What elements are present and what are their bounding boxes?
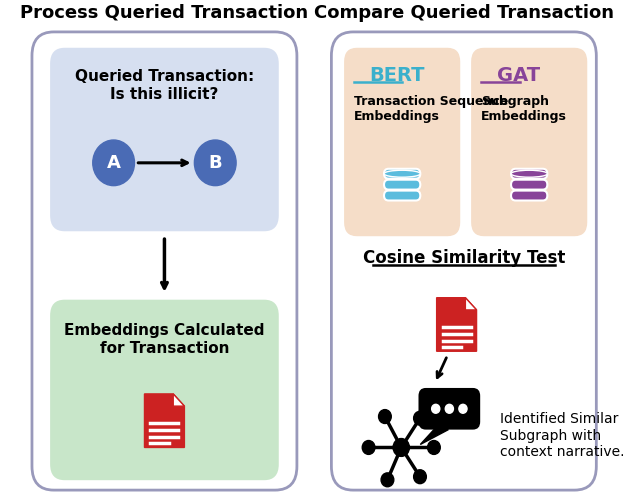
- Circle shape: [459, 404, 467, 413]
- Text: Embeddings Calculated
for Transaction: Embeddings Calculated for Transaction: [64, 323, 265, 356]
- FancyBboxPatch shape: [332, 32, 596, 490]
- Circle shape: [413, 470, 426, 484]
- Polygon shape: [173, 394, 184, 406]
- FancyBboxPatch shape: [50, 300, 279, 480]
- Circle shape: [93, 140, 134, 186]
- Text: Cosine Similarity Test: Cosine Similarity Test: [363, 249, 565, 267]
- FancyBboxPatch shape: [384, 180, 420, 190]
- Circle shape: [393, 439, 410, 456]
- Text: BERT: BERT: [369, 66, 425, 85]
- Ellipse shape: [511, 170, 547, 177]
- FancyBboxPatch shape: [384, 169, 420, 179]
- FancyBboxPatch shape: [511, 169, 547, 179]
- Circle shape: [431, 404, 440, 413]
- Text: Transaction Sequence
Embeddings: Transaction Sequence Embeddings: [354, 95, 508, 123]
- FancyBboxPatch shape: [384, 191, 420, 201]
- Text: Identified Similar
Subgraph with
context narrative.: Identified Similar Subgraph with context…: [500, 412, 625, 459]
- FancyBboxPatch shape: [471, 48, 588, 236]
- Polygon shape: [145, 394, 184, 448]
- Text: B: B: [209, 154, 222, 172]
- Text: A: A: [107, 154, 120, 172]
- FancyBboxPatch shape: [32, 32, 297, 490]
- Text: GAT: GAT: [497, 66, 540, 85]
- Text: Compare Queried Transaction: Compare Queried Transaction: [314, 4, 614, 22]
- Polygon shape: [420, 430, 449, 445]
- Circle shape: [362, 441, 375, 454]
- Circle shape: [413, 411, 426, 425]
- Text: Process Queried Transaction: Process Queried Transaction: [20, 4, 308, 22]
- Text: Queried Transaction:
Is this illicit?: Queried Transaction: Is this illicit?: [75, 69, 254, 102]
- Circle shape: [379, 409, 391, 424]
- FancyBboxPatch shape: [419, 388, 480, 430]
- Circle shape: [428, 441, 440, 454]
- Circle shape: [381, 473, 394, 487]
- Ellipse shape: [384, 170, 420, 177]
- Polygon shape: [436, 298, 477, 351]
- FancyBboxPatch shape: [50, 48, 279, 231]
- Polygon shape: [465, 298, 477, 310]
- FancyBboxPatch shape: [511, 191, 547, 201]
- Circle shape: [445, 404, 453, 413]
- FancyBboxPatch shape: [511, 180, 547, 190]
- FancyBboxPatch shape: [344, 48, 460, 236]
- Circle shape: [195, 140, 236, 186]
- Text: Subgraph
Embeddings: Subgraph Embeddings: [481, 95, 567, 123]
